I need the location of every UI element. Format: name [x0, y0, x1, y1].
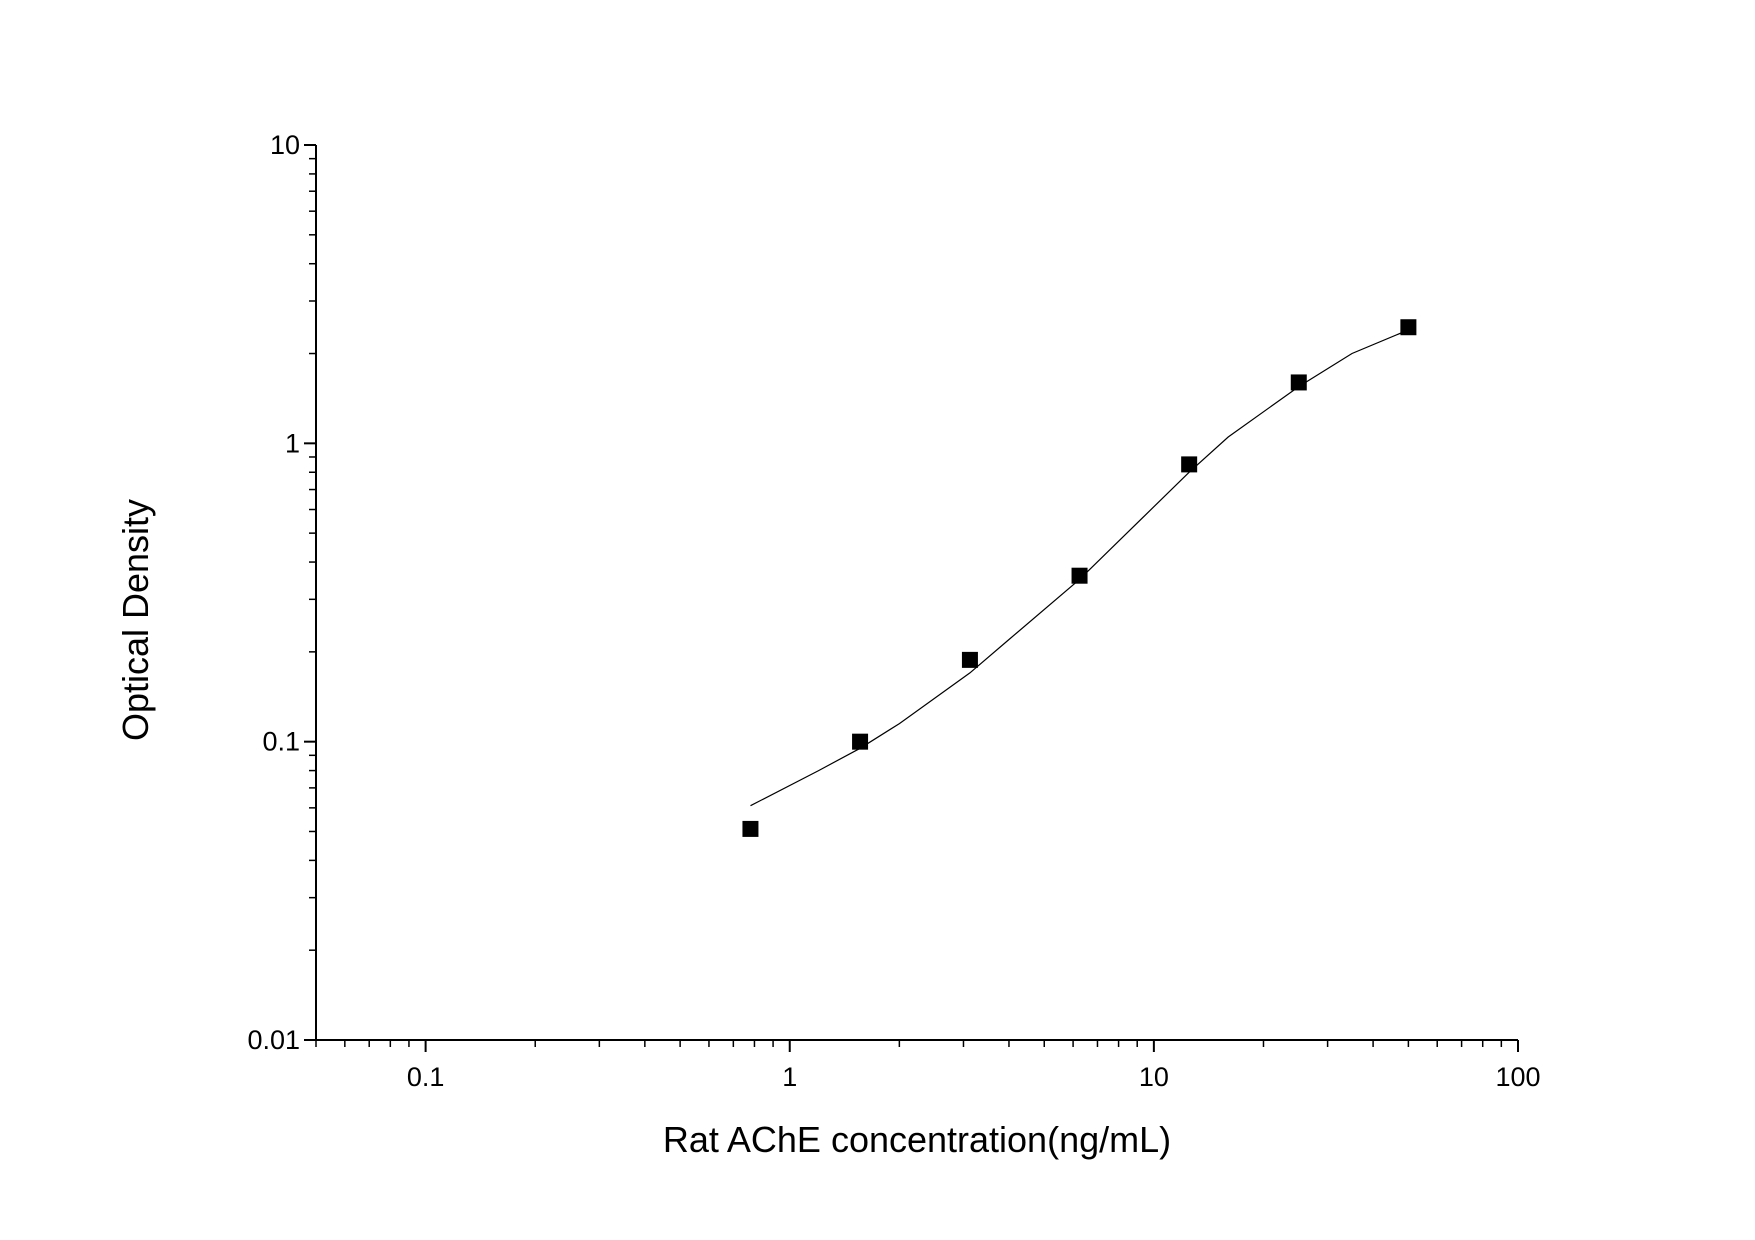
y-tick-label: 0.01 [247, 1025, 300, 1055]
x-axis-title: Rat AChE concentration(ng/mL) [663, 1119, 1171, 1160]
y-tick-label: 1 [285, 428, 300, 458]
data-point [1181, 456, 1198, 473]
data-point [1290, 374, 1307, 391]
y-tick-label: 10 [270, 130, 300, 160]
x-tick-label: 100 [1495, 1062, 1540, 1092]
fit-curve [750, 329, 1409, 807]
data-point [852, 733, 869, 750]
data-point [1071, 567, 1088, 584]
x-tick-label: 10 [1139, 1062, 1169, 1092]
y-axis-title: Optical Density [115, 499, 156, 741]
x-tick-label: 1 [782, 1062, 797, 1092]
data-point [742, 820, 759, 837]
y-tick-label: 0.1 [262, 727, 300, 757]
x-tick-label: 0.1 [407, 1062, 445, 1092]
data-point [961, 651, 978, 668]
